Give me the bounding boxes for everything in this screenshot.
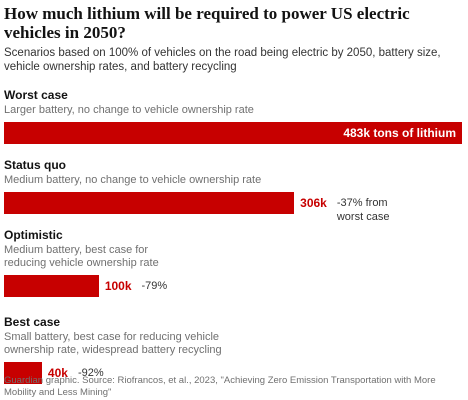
bar-group: Status quo Medium battery, no change to v… [4, 158, 464, 223]
change-annotation: -79% [141, 280, 168, 292]
source-note: Guardian graphic. Source: Riofrancos, et… [4, 375, 436, 398]
bar-row: 306k -37% from worst case [4, 192, 464, 223]
value-label: 100k [104, 279, 132, 293]
category-description: Medium battery, no change to vehicle own… [4, 174, 262, 186]
category-description: Larger battery, no change to vehicle own… [4, 104, 254, 116]
bar-group: Worst case Larger battery, no change to v… [4, 88, 464, 144]
bar [4, 362, 42, 384]
bar-row: 483k tons of lithium [4, 122, 464, 144]
bar-row: 40k -92% [4, 362, 464, 384]
bar [4, 275, 99, 297]
category-label: Optimistic [4, 228, 63, 242]
chart-title: How much lithium will be required to pow… [4, 4, 410, 42]
bar-row: 100k -79% [4, 275, 464, 297]
category-description: Small battery, best case for reducing ve… [4, 331, 222, 356]
bar: 483k tons of lithium [4, 122, 462, 144]
value-label: 483k tons of lithium [343, 126, 456, 140]
category-label: Status quo [4, 158, 66, 172]
bar-group: Best case Small battery, best case for re… [4, 315, 464, 384]
change-annotation: -37% from worst case [336, 197, 390, 223]
bar-groups: Worst case Larger battery, no change to v… [4, 88, 464, 384]
bar-group: Optimistic Medium battery, best case for … [4, 228, 464, 297]
bar [4, 192, 295, 214]
change-annotation: -92% [77, 367, 104, 379]
value-label: 306k [300, 196, 327, 210]
category-description: Medium battery, best case for reducing v… [4, 244, 159, 269]
category-label: Best case [4, 315, 61, 329]
value-label: 40k [47, 366, 68, 380]
chart-subtitle: Scenarios based on 100% of vehicles on t… [4, 47, 441, 73]
category-label: Worst case [4, 88, 68, 102]
